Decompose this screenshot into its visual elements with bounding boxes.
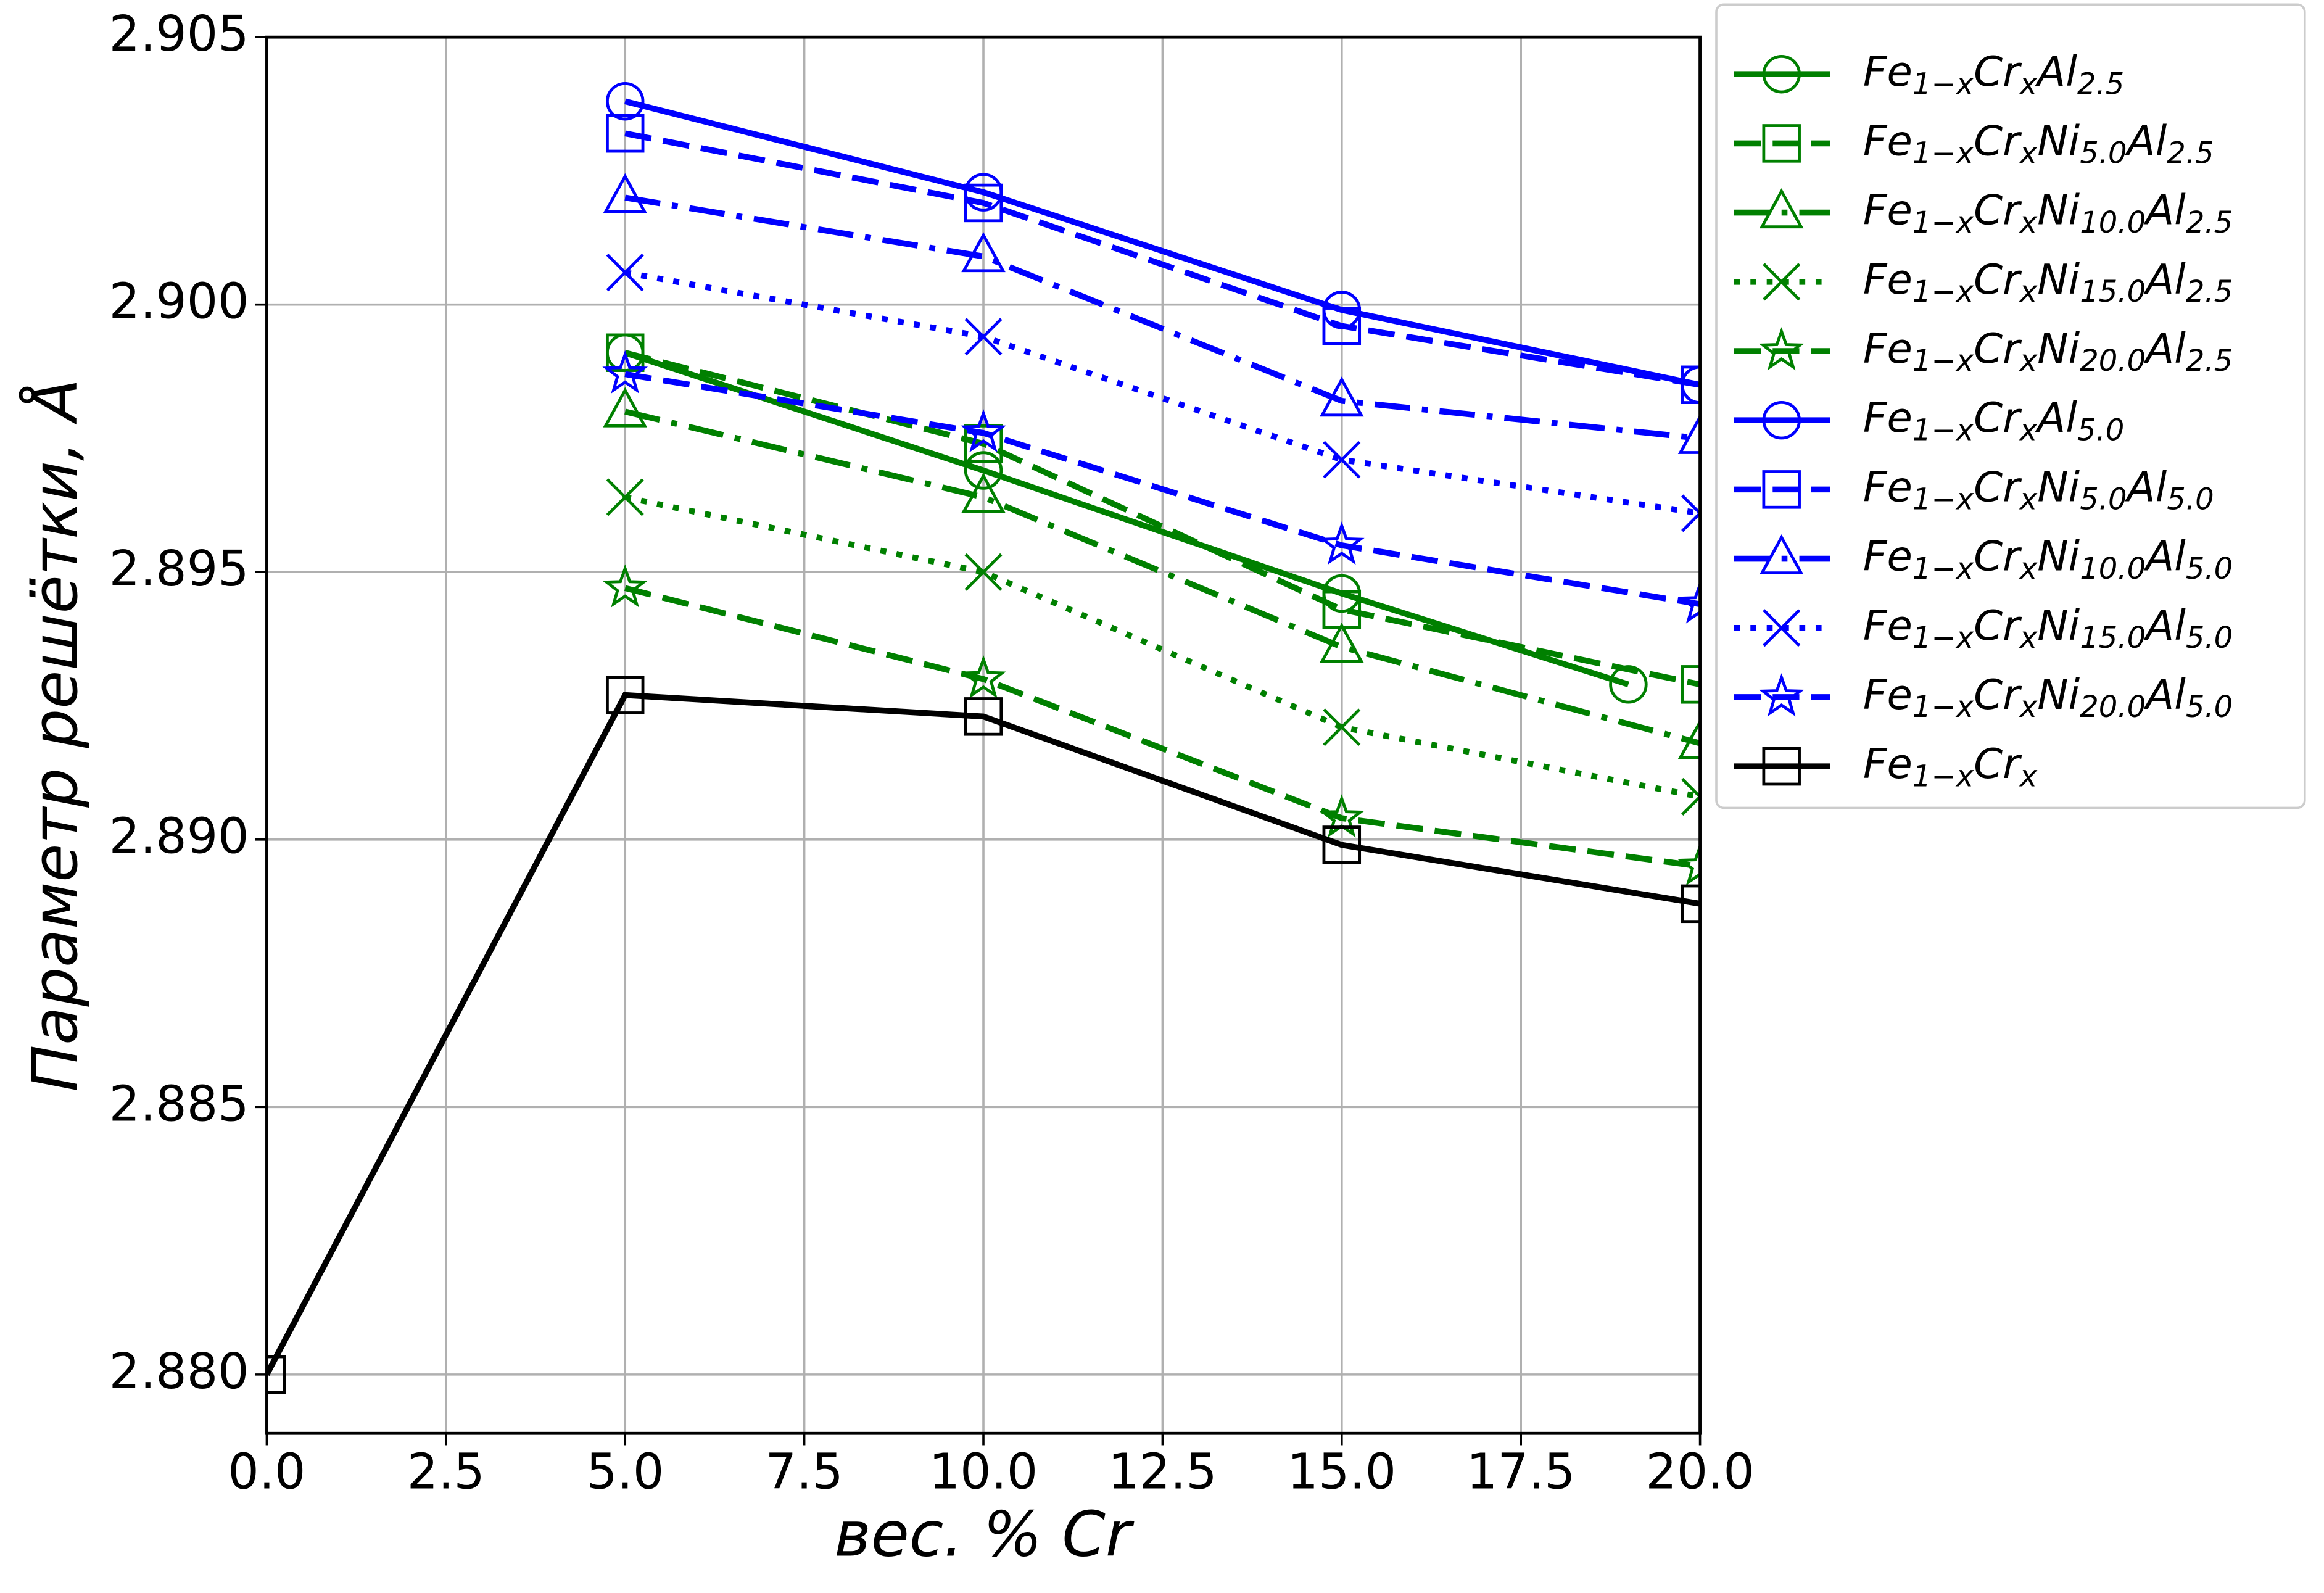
marker	[606, 254, 644, 292]
legend-label: Fe1−xCrx	[1863, 740, 2038, 794]
marker	[1762, 54, 1801, 94]
marker	[964, 451, 1003, 490]
marker	[1677, 413, 1700, 454]
marker	[606, 478, 644, 516]
marker	[605, 81, 645, 121]
series-line	[624, 269, 1700, 516]
marker	[1763, 263, 1801, 301]
marker	[603, 173, 647, 213]
marker	[1677, 842, 1700, 886]
legend-label: Fe1−xCrxNi15.0Al5.0	[1863, 601, 2233, 655]
marker	[964, 424, 1003, 463]
series-line	[624, 350, 1700, 688]
x-axis-label: вес. % Cr	[834, 1498, 1135, 1571]
marker	[964, 183, 1003, 223]
marker	[1758, 673, 1805, 717]
marker	[961, 655, 1006, 699]
series-line	[624, 194, 1700, 442]
series-line	[624, 408, 1700, 747]
marker	[964, 553, 1003, 591]
marker	[1323, 708, 1361, 747]
marker	[1322, 825, 1362, 864]
marker	[1681, 777, 1700, 816]
marker	[1763, 609, 1801, 647]
legend-label: Fe1−xCrxNi10.0Al5.0	[1863, 532, 2233, 586]
legend-label: Fe1−xCrxNi5.0Al5.0	[1863, 463, 2214, 517]
y-tick-label: 2.905	[109, 5, 249, 62]
marker	[1758, 327, 1805, 371]
marker	[603, 387, 647, 428]
marker	[1681, 365, 1700, 404]
x-tick-label: 0.0	[228, 1442, 305, 1500]
marker	[605, 676, 645, 714]
marker	[602, 350, 648, 394]
marker	[267, 1355, 286, 1394]
marker	[605, 333, 645, 372]
legend-label: Fe1−xCrxNi15.0Al2.5	[1863, 255, 2233, 309]
legend-label: Fe1−xCrxNi5.0Al2.5	[1863, 117, 2214, 171]
marker	[1318, 521, 1365, 565]
series-line	[624, 585, 1700, 869]
legend-label: Fe1−xCrxNi20.0Al2.5	[1863, 325, 2233, 379]
legend-label: Fe1−xCrxAl2.5	[1863, 48, 2124, 102]
series-line	[624, 494, 1700, 800]
y-tick-label: 2.895	[109, 540, 249, 597]
series-line	[624, 371, 1700, 608]
series-line	[624, 130, 1700, 388]
marker	[605, 114, 645, 153]
y-tick-label: 2.890	[109, 808, 249, 865]
y-axis-label: Параметр решётки, Å	[18, 379, 91, 1092]
marker	[1320, 376, 1364, 417]
legend-label: Fe1−xCrxNi20.0Al5.0	[1863, 671, 2233, 725]
series-line	[267, 692, 1700, 1376]
x-tick-label: 2.5	[407, 1442, 485, 1500]
y-tick-label: 2.880	[109, 1343, 249, 1400]
marker	[1323, 441, 1361, 479]
legend-label: Fe1−xCrxAl5.0	[1863, 394, 2124, 448]
marker	[964, 697, 1003, 736]
x-tick-label: 15.0	[1288, 1442, 1397, 1500]
marker	[1681, 665, 1700, 704]
marker	[1759, 534, 1804, 575]
marker	[1762, 400, 1801, 440]
marker	[1320, 623, 1364, 663]
marker	[961, 408, 1006, 453]
marker	[1762, 124, 1801, 163]
marker	[961, 232, 1006, 273]
x-tick-label: 12.5	[1108, 1442, 1217, 1500]
x-tick-label: 17.5	[1466, 1442, 1576, 1500]
marker	[1762, 470, 1801, 509]
legend-label: Fe1−xCrxNi10.0Al2.5	[1863, 186, 2233, 240]
legend-box	[1715, 3, 2306, 809]
x-tick-label: 5.0	[586, 1442, 664, 1500]
x-tick-label: 7.5	[766, 1442, 843, 1500]
marker	[1759, 188, 1804, 229]
marker	[1677, 580, 1700, 624]
y-tick-label: 2.900	[109, 273, 249, 330]
marker	[964, 318, 1003, 356]
x-tick-label: 10.0	[929, 1442, 1038, 1500]
marker	[1762, 747, 1801, 786]
marker	[1681, 494, 1700, 532]
marker	[602, 564, 648, 608]
marker	[1322, 307, 1362, 345]
series-line	[624, 98, 1700, 388]
marker	[961, 473, 1006, 513]
marker	[1677, 719, 1700, 759]
x-tick-label: 20.0	[1645, 1442, 1755, 1500]
y-tick-label: 2.885	[109, 1075, 249, 1132]
marker	[1681, 884, 1700, 924]
